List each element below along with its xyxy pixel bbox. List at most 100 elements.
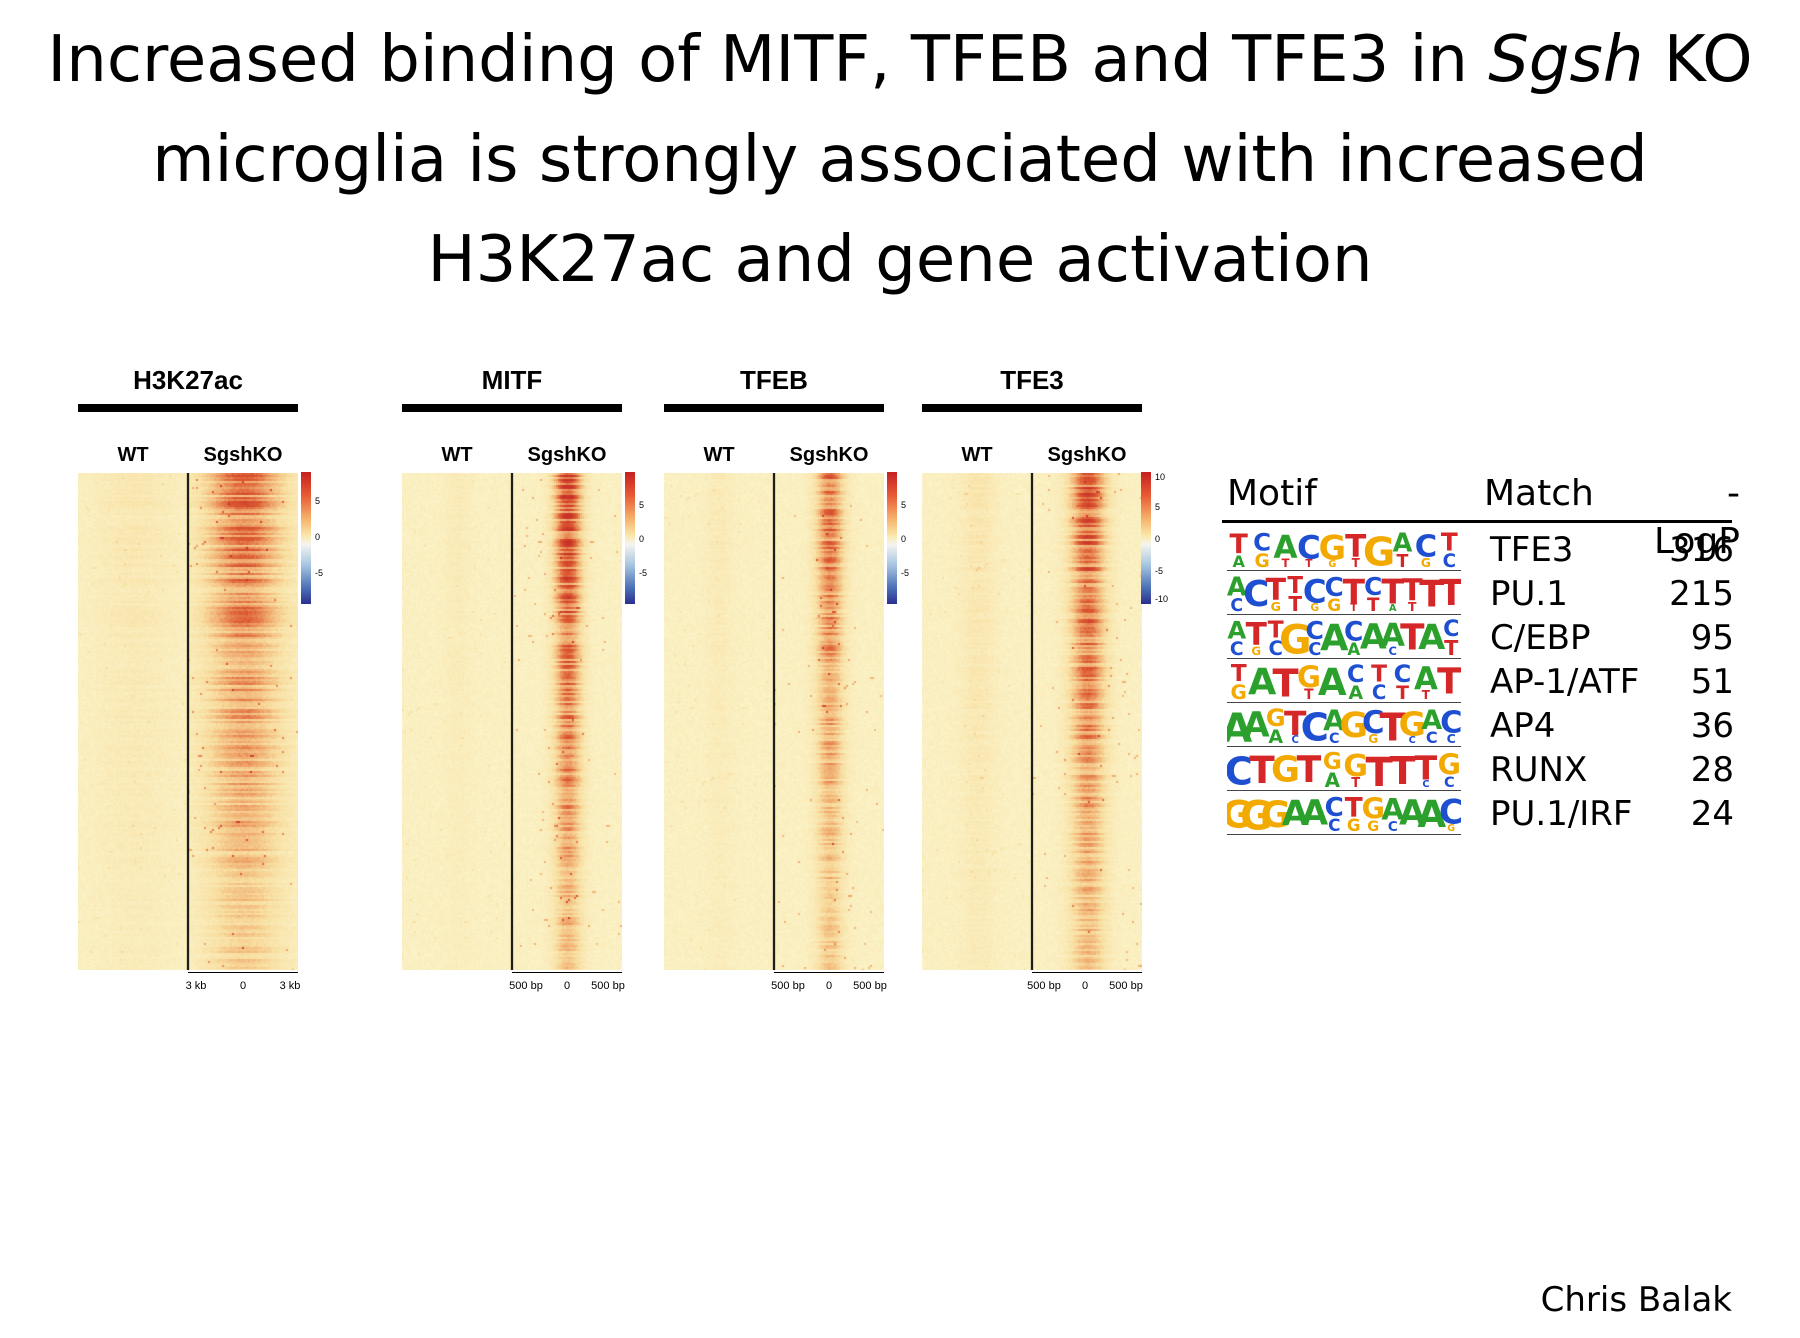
panel-title: H3K27ac <box>133 365 243 395</box>
scale-label: -5 <box>1155 566 1164 576</box>
logo-letter: G <box>1339 706 1368 744</box>
logo-letter: C <box>1439 792 1461 831</box>
logo-letter: T <box>1444 636 1459 656</box>
condition-label-wt: WT <box>961 444 993 466</box>
logo-letter: A <box>1227 706 1252 744</box>
logo-letter: T <box>1305 557 1313 568</box>
scale-label: 5 <box>901 500 907 510</box>
logo-letter: T <box>1380 706 1407 744</box>
scale-label: 0 <box>901 534 907 544</box>
logo-letter: A <box>1381 793 1404 827</box>
logo-letter: T <box>1304 687 1314 700</box>
logo-letter: C <box>1447 731 1456 744</box>
panel-title: TFEB <box>740 365 808 395</box>
logo-letter: G <box>1227 792 1252 832</box>
logo-letter: C <box>1329 731 1340 744</box>
tick-label: 500 bp <box>591 980 625 992</box>
logo-letter: C <box>1297 528 1321 566</box>
logo-letter: T <box>1246 617 1268 653</box>
logo-letter: A <box>1417 793 1446 832</box>
logo-letter: G <box>1254 551 1269 568</box>
panel-title: TFE3 <box>1000 365 1064 395</box>
logo-letter: C <box>1443 616 1459 642</box>
logo-letter: T <box>1381 572 1404 611</box>
tick-label: 500 bp <box>853 980 887 992</box>
scale-label: 10 <box>1155 472 1166 482</box>
logo-letter: C <box>1328 815 1340 832</box>
logo-letter: T <box>1345 529 1366 565</box>
logo-baseline <box>1227 614 1461 615</box>
scale-label: -5 <box>315 568 324 578</box>
logo-letter: A <box>1268 726 1283 744</box>
condition-label-ko: SgshKO <box>203 444 283 466</box>
logo-letter: A <box>1273 529 1298 565</box>
logo-letter: G <box>1271 749 1300 788</box>
logo-letter: G <box>1343 749 1368 784</box>
logo-letter: T <box>1249 749 1275 788</box>
logo-letter: C <box>1364 572 1382 601</box>
logo-letter: G <box>1323 749 1342 775</box>
logo-letter: C <box>1409 735 1416 744</box>
motif-match: RUNX <box>1490 750 1588 790</box>
title-gene-italic: Sgsh <box>1488 23 1644 97</box>
logo-letter: G <box>1421 555 1431 568</box>
logo-letter: A <box>1243 706 1270 744</box>
heatmap-panel-h3k27ac: H3K27ac WT SgshKO 3 kb 0 3 kb <box>78 360 300 1000</box>
motif-logp: 215 <box>1669 574 1734 614</box>
logo-letter: A <box>1248 661 1277 700</box>
tick-label: 500 bp <box>1109 980 1143 992</box>
motif-logp: 95 <box>1690 618 1734 658</box>
logo-letter: T <box>1390 749 1416 788</box>
logo-letter: G <box>1347 816 1361 832</box>
logo-letter: T <box>1350 603 1357 612</box>
tick-label: 500 bp <box>1027 980 1061 992</box>
motif-logp: 28 <box>1690 750 1734 790</box>
heatmap-canvas <box>78 473 298 970</box>
color-scale-mitf: 5 0 -5 <box>625 472 647 604</box>
motif-match: C/EBP <box>1490 618 1591 658</box>
logo-letter: T <box>1272 661 1298 700</box>
condition-label-wt: WT <box>441 444 473 466</box>
tick-label: 500 bp <box>771 980 805 992</box>
logo-letter: T <box>1402 574 1423 609</box>
motif-logp: 36 <box>1690 706 1734 746</box>
logo-letter: G <box>1266 704 1286 732</box>
logo-letter: C <box>1415 530 1437 565</box>
logo-letter: T <box>1437 662 1461 700</box>
logo-baseline <box>1227 746 1461 747</box>
logo-letter: C <box>1230 639 1244 656</box>
logo-letter: C <box>1362 705 1385 741</box>
panel-title-bar <box>402 404 622 412</box>
logo-letter: T <box>1345 793 1363 823</box>
logo-letter: C <box>1389 644 1397 656</box>
color-scale-h3k27ac: 5 0 -5 <box>301 472 323 604</box>
tick-label: 0 <box>825 980 833 992</box>
logo-letter: T <box>1288 592 1302 612</box>
motif-logp: 24 <box>1690 794 1734 834</box>
panel-title-bar <box>78 404 298 412</box>
logo-baseline <box>1227 658 1461 659</box>
scale-label: 0 <box>1155 534 1161 544</box>
logo-letter: T <box>1284 705 1307 743</box>
logo-letter: C <box>1426 728 1438 744</box>
logo-letter: C <box>1388 820 1398 832</box>
title-line-3: H3K27ac and gene activation <box>427 223 1373 297</box>
logo-letter: C <box>1443 551 1456 568</box>
logo-letter: C <box>1344 616 1363 647</box>
logo-letter: A <box>1347 640 1360 656</box>
logo-letter: T <box>1422 688 1431 700</box>
logo-letter: A <box>1318 661 1347 700</box>
logo-letter: A <box>1421 705 1442 736</box>
logo-letter: G <box>1399 704 1426 743</box>
logo-letter: T <box>1419 573 1444 612</box>
motif-logp: 316 <box>1669 530 1734 570</box>
scale-label: 0 <box>639 534 645 544</box>
